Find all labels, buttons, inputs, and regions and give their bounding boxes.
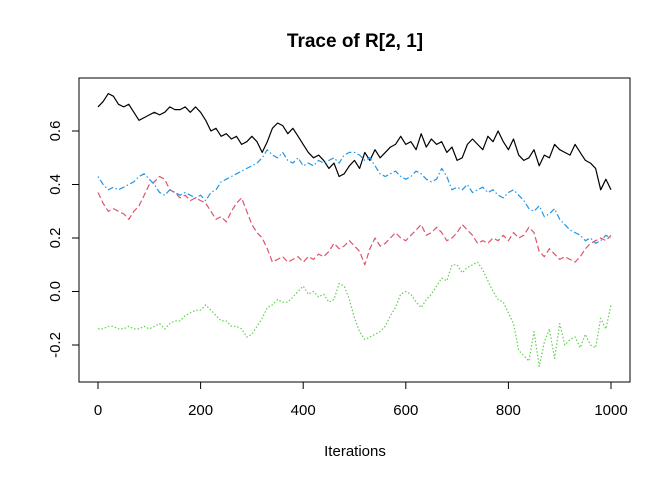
chart-title: Trace of R[2, 1] — [287, 31, 423, 52]
x-axis: 0 200 400 600 800 1000 — [94, 381, 628, 419]
series-line-3 — [98, 261, 612, 367]
series-line-1 — [97, 92, 612, 191]
x-tick-label: 0 — [94, 402, 102, 419]
series-layer — [97, 92, 612, 367]
y-tick-label: 0.4 — [47, 174, 64, 195]
y-tick-label: 0.2 — [47, 228, 64, 249]
y-axis: -0.2 0.0 0.2 0.4 0.6 — [47, 121, 80, 358]
x-tick-label: 200 — [188, 402, 213, 419]
x-tick-label: 400 — [291, 402, 316, 419]
x-tick-label: 600 — [393, 402, 418, 419]
x-tick-label: 800 — [496, 402, 521, 419]
y-tick-label: -0.2 — [47, 332, 64, 358]
x-tick-label: 1000 — [594, 402, 627, 419]
y-tick-label: 0.6 — [47, 121, 64, 142]
y-tick-label: 0.0 — [47, 281, 64, 302]
series-line-4 — [97, 149, 612, 244]
x-axis-label: Iterations — [324, 443, 386, 460]
